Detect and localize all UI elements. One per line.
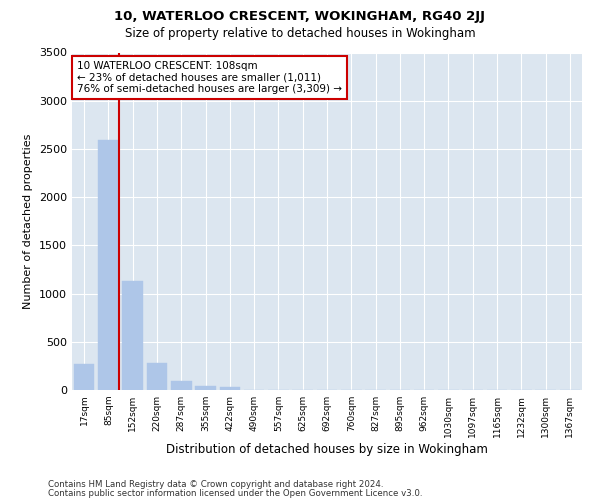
X-axis label: Distribution of detached houses by size in Wokingham: Distribution of detached houses by size … [166,442,488,456]
Text: 10 WATERLOO CRESCENT: 108sqm
← 23% of detached houses are smaller (1,011)
76% of: 10 WATERLOO CRESCENT: 108sqm ← 23% of de… [77,61,342,94]
Bar [98,140,119,390]
Bar [171,382,191,390]
Bar [195,386,216,390]
Y-axis label: Number of detached properties: Number of detached properties [23,134,34,309]
Bar [122,281,143,390]
Bar [220,387,240,390]
Text: Size of property relative to detached houses in Wokingham: Size of property relative to detached ho… [125,28,475,40]
Text: 10, WATERLOO CRESCENT, WOKINGHAM, RG40 2JJ: 10, WATERLOO CRESCENT, WOKINGHAM, RG40 2… [115,10,485,23]
Bar [74,364,94,390]
Text: Contains HM Land Registry data © Crown copyright and database right 2024.: Contains HM Land Registry data © Crown c… [48,480,383,489]
Text: Contains public sector information licensed under the Open Government Licence v3: Contains public sector information licen… [48,488,422,498]
Bar [146,363,167,390]
